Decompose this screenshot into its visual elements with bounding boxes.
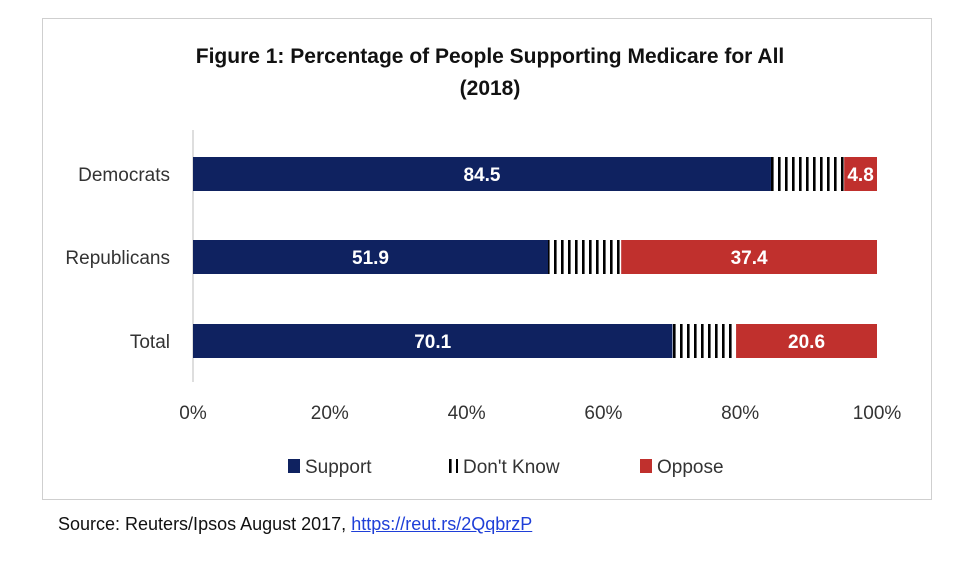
bar-don-t-know-republicans [547,240,622,274]
data-label-oppose-total: 20.6 [788,332,825,353]
legend-label-support: Support [305,457,372,478]
bar-support-democrats [193,157,771,191]
bar-oppose-total [736,324,877,358]
data-label-support-democrats: 84.5 [463,165,500,186]
legend-label-oppose: Oppose [657,457,724,478]
x-tick-label-2: 40% [448,403,486,424]
legend-label-don-t-know: Don't Know [463,457,560,478]
source-link[interactable]: https://reut.rs/2QqbrzP [351,514,533,534]
legend-swatch-don-t-know [446,459,458,473]
x-tick-label-0: 0% [179,403,207,424]
source-text: Source: Reuters/Ipsos August 2017, [58,514,352,534]
x-tick-label-4: 80% [721,403,759,424]
x-tick-label-1: 20% [311,403,349,424]
chart-title: Figure 1: Percentage of People Supportin… [195,45,785,68]
legend-swatch-oppose [640,459,652,473]
data-label-support-total: 70.1 [414,332,451,353]
source-note: Source: Reuters/Ipsos August 2017, https… [58,514,532,535]
category-label-total: Total [130,332,170,353]
bar-oppose-democrats [844,157,877,191]
data-label-support-republicans: 51.9 [352,248,389,269]
data-label-oppose-republicans: 37.4 [731,248,768,269]
bar-support-republicans [193,240,548,274]
category-label-republicans: Republicans [65,248,170,269]
bar-support-total [193,324,673,358]
chart-subtitle: (2018) [459,77,521,100]
bar-don-t-know-total [672,324,737,358]
x-tick-label-5: 100% [853,403,902,424]
data-label-oppose-democrats: 4.8 [847,165,873,186]
legend-swatch-support [288,459,300,473]
x-tick-label-3: 60% [584,403,622,424]
bar-don-t-know-democrats [770,157,845,191]
bar-oppose-republicans [621,240,877,274]
category-label-democrats: Democrats [78,165,170,186]
